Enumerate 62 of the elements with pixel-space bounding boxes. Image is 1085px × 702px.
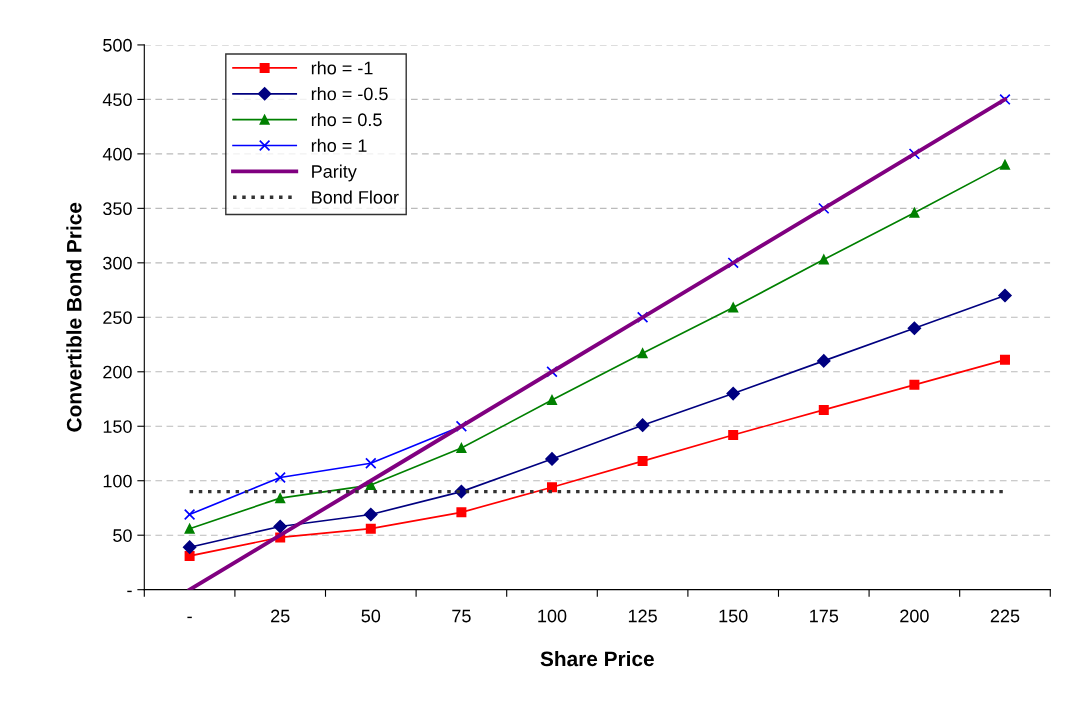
point <box>907 321 922 335</box>
point <box>456 443 467 454</box>
point <box>182 540 197 554</box>
point <box>546 395 557 406</box>
legend-label: Bond Floor <box>312 190 399 204</box>
point <box>726 386 740 401</box>
x-tick-label: 125 <box>628 609 657 623</box>
legend-label: Parity <box>312 164 357 182</box>
y-axis-title: Convertible Bond Price <box>66 202 82 432</box>
x-tick-label: 50 <box>361 609 381 623</box>
y-tick-label: - <box>127 590 132 593</box>
point <box>636 311 649 324</box>
point <box>184 523 195 534</box>
legend-label: rho = 0.5 <box>311 112 382 127</box>
x-tick-label: 200 <box>900 609 929 623</box>
point <box>545 452 559 466</box>
y-tick-label: 50 <box>113 529 132 542</box>
legend-label: rho = 1 <box>311 138 367 153</box>
point <box>818 254 829 265</box>
point <box>818 202 830 215</box>
legend-label: rho = -1 <box>311 61 373 75</box>
point <box>998 288 1012 303</box>
y-tick-label: 200 <box>103 365 132 379</box>
point <box>183 508 196 521</box>
x-tick-label: - <box>187 616 192 619</box>
x-tick-label: 150 <box>719 609 748 623</box>
point <box>273 519 287 534</box>
point <box>456 507 467 518</box>
point <box>999 93 1011 106</box>
point <box>365 523 376 534</box>
y-tick-label: 300 <box>103 256 132 270</box>
x-axis-title: Share Price <box>540 650 654 667</box>
point <box>635 418 650 432</box>
legend-label: rho = -0.5 <box>311 87 388 101</box>
point <box>275 493 286 504</box>
point <box>818 404 829 415</box>
y-tick-label: 350 <box>103 202 132 216</box>
y-tick-label: 150 <box>103 420 132 433</box>
point <box>909 379 920 390</box>
y-tick-label: 100 <box>103 474 132 488</box>
point <box>184 550 195 561</box>
x-tick-label: 225 <box>990 609 1020 623</box>
point <box>817 354 831 368</box>
y-tick-label: 500 <box>103 38 132 52</box>
point <box>727 257 739 269</box>
x-tick-label: 25 <box>271 609 290 623</box>
point <box>364 507 378 522</box>
point <box>909 207 920 218</box>
point <box>728 429 739 440</box>
x-tick-label: 75 <box>452 609 471 623</box>
x-tick-label: 100 <box>538 609 567 623</box>
y-tick-label: 450 <box>102 93 132 107</box>
point <box>274 471 286 484</box>
point <box>637 348 648 359</box>
x-tick-label: 175 <box>810 609 839 623</box>
point <box>999 354 1010 365</box>
y-tick-label: 400 <box>102 147 132 161</box>
point <box>365 457 377 469</box>
point <box>728 302 739 313</box>
y-tick-label: 250 <box>103 311 132 325</box>
point <box>999 159 1010 170</box>
point <box>637 456 648 467</box>
